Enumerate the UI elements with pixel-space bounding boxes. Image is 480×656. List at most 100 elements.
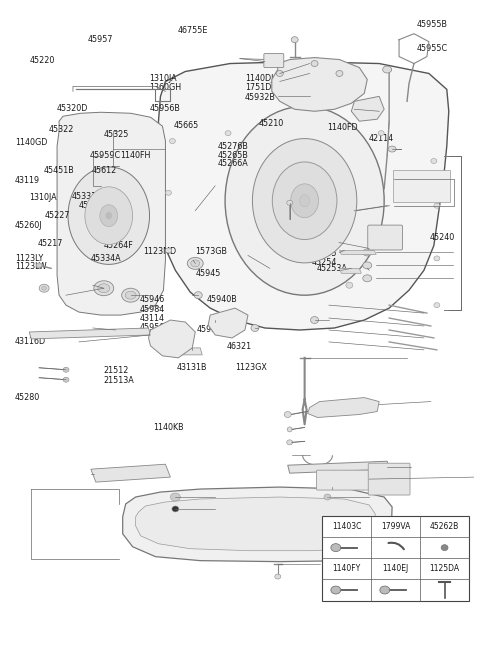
Polygon shape <box>351 96 384 121</box>
Text: 43113: 43113 <box>312 241 336 250</box>
Text: 45220: 45220 <box>30 56 55 65</box>
FancyBboxPatch shape <box>264 54 284 68</box>
Polygon shape <box>158 62 449 330</box>
Ellipse shape <box>276 70 283 77</box>
Polygon shape <box>148 320 195 358</box>
Ellipse shape <box>85 187 132 245</box>
Ellipse shape <box>194 292 202 298</box>
Text: 45264F: 45264F <box>104 241 134 250</box>
Polygon shape <box>175 348 202 355</box>
Text: 45265B: 45265B <box>218 151 249 159</box>
Text: 1140FH: 1140FH <box>120 152 150 160</box>
Ellipse shape <box>300 195 310 207</box>
Ellipse shape <box>252 138 357 263</box>
Text: 45325: 45325 <box>104 130 130 139</box>
Text: 1123MD: 1123MD <box>144 247 177 256</box>
Ellipse shape <box>166 248 171 253</box>
Ellipse shape <box>63 377 69 382</box>
Ellipse shape <box>172 506 179 512</box>
FancyBboxPatch shape <box>368 463 410 495</box>
Text: 1125DA: 1125DA <box>430 564 460 573</box>
Ellipse shape <box>42 286 47 290</box>
Ellipse shape <box>388 146 396 152</box>
Ellipse shape <box>346 282 353 288</box>
Text: 42115: 42115 <box>287 148 312 157</box>
Text: 45984: 45984 <box>140 304 165 314</box>
Text: 45227: 45227 <box>44 211 70 220</box>
Text: 45612: 45612 <box>92 166 117 174</box>
Text: 45331B: 45331B <box>72 192 103 201</box>
Ellipse shape <box>287 440 293 445</box>
Text: 45253A: 45253A <box>316 264 347 273</box>
Text: 1601DA: 1601DA <box>278 209 310 218</box>
Ellipse shape <box>166 190 171 195</box>
Text: 45320D: 45320D <box>56 104 88 113</box>
Polygon shape <box>308 398 379 417</box>
Text: 11403C: 11403C <box>332 522 361 531</box>
Text: 1360GH: 1360GH <box>149 83 181 92</box>
Text: 1140KB: 1140KB <box>153 423 184 432</box>
Text: 1310JA: 1310JA <box>29 193 57 202</box>
Ellipse shape <box>324 494 331 500</box>
Text: 1123LW: 1123LW <box>15 262 47 271</box>
Ellipse shape <box>225 131 231 136</box>
Text: 45957: 45957 <box>88 35 114 44</box>
Ellipse shape <box>284 411 291 417</box>
Ellipse shape <box>434 302 440 308</box>
Polygon shape <box>57 112 166 315</box>
Text: 21512: 21512 <box>103 366 129 375</box>
Ellipse shape <box>363 262 372 269</box>
Text: 45945: 45945 <box>196 269 221 277</box>
Ellipse shape <box>363 275 372 282</box>
Ellipse shape <box>434 203 440 208</box>
Text: 45959C: 45959C <box>90 152 121 160</box>
Polygon shape <box>339 251 376 255</box>
Ellipse shape <box>336 70 343 77</box>
Ellipse shape <box>383 66 392 73</box>
Ellipse shape <box>191 260 200 267</box>
Text: 42114: 42114 <box>369 134 394 144</box>
Text: 1123GX: 1123GX <box>235 363 267 372</box>
Text: 45950A: 45950A <box>140 323 171 333</box>
Ellipse shape <box>311 60 318 66</box>
Ellipse shape <box>68 167 150 264</box>
Ellipse shape <box>187 257 203 270</box>
Text: 43114: 43114 <box>140 314 165 323</box>
Text: 1310JA: 1310JA <box>149 74 177 83</box>
Polygon shape <box>288 461 389 473</box>
FancyBboxPatch shape <box>368 225 403 250</box>
Ellipse shape <box>63 367 69 372</box>
Ellipse shape <box>331 586 341 594</box>
Ellipse shape <box>106 212 112 219</box>
Ellipse shape <box>39 284 49 292</box>
Text: 43119: 43119 <box>15 176 40 185</box>
Ellipse shape <box>36 263 42 268</box>
Text: 1140DJ: 1140DJ <box>245 73 273 83</box>
Text: 46128: 46128 <box>288 219 313 228</box>
Text: 45260J: 45260J <box>15 221 42 230</box>
Polygon shape <box>208 308 248 338</box>
Text: 45334A: 45334A <box>91 254 122 262</box>
Text: 46321: 46321 <box>227 342 252 351</box>
Text: 46580: 46580 <box>302 87 327 96</box>
Text: 45280: 45280 <box>15 394 40 402</box>
Text: 45255: 45255 <box>312 249 337 258</box>
Text: 45217: 45217 <box>37 239 62 249</box>
Text: 45955C: 45955C <box>417 45 448 53</box>
Text: 45955B: 45955B <box>417 20 447 30</box>
Text: 45332: 45332 <box>79 201 104 210</box>
Text: 45240: 45240 <box>430 234 455 243</box>
Text: 45946: 45946 <box>140 295 165 304</box>
Ellipse shape <box>434 256 440 261</box>
Ellipse shape <box>331 544 341 552</box>
Text: 45932B: 45932B <box>245 93 276 102</box>
Ellipse shape <box>287 200 293 205</box>
Ellipse shape <box>169 138 175 144</box>
Ellipse shape <box>94 281 114 296</box>
Text: 43131B: 43131B <box>177 363 207 372</box>
Text: 1123LY: 1123LY <box>15 254 43 262</box>
Polygon shape <box>136 497 375 550</box>
Text: 45665: 45665 <box>173 121 198 130</box>
Text: 43116D: 43116D <box>15 337 46 346</box>
Text: 1799VA: 1799VA <box>381 522 410 531</box>
